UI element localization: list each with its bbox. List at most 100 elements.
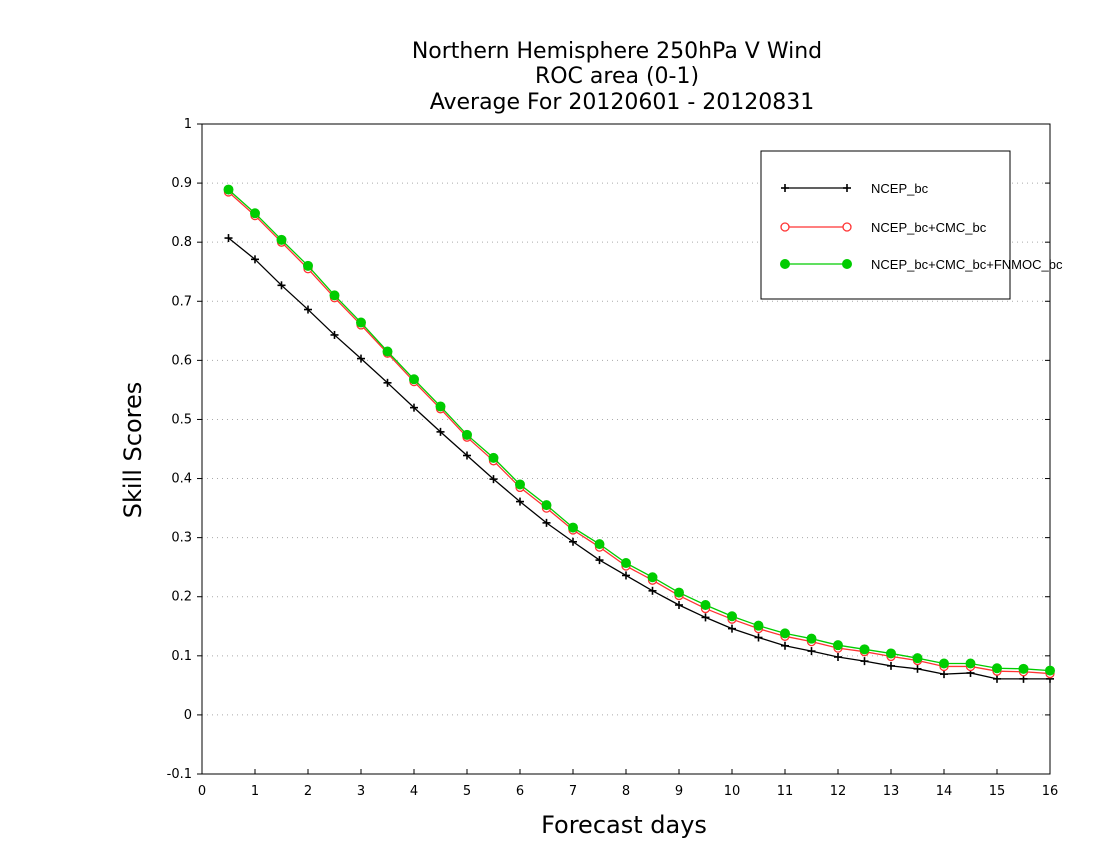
- data-point: [700, 600, 711, 610]
- y-tick-label: 0.4: [171, 472, 192, 487]
- data-point: [489, 475, 498, 484]
- data-point: [754, 633, 763, 642]
- data-point: [329, 290, 340, 301]
- data-point: [542, 518, 551, 527]
- data-point: [939, 658, 949, 669]
- data-point: [410, 403, 418, 412]
- legend-item: NCEP_bc+CMC_bc: [780, 220, 987, 235]
- x-axis-ticks: 0 1 2 3 4 5 6 7 8 9 10 11 12 13 14 15 16: [198, 769, 1058, 799]
- data-point: [463, 451, 471, 460]
- data-point: [647, 572, 658, 583]
- x-tick-label: 0: [198, 784, 206, 799]
- x-tick-label: 4: [410, 784, 418, 799]
- data-point: [568, 522, 578, 533]
- data-point: [1018, 663, 1029, 674]
- y-tick-label: 0.6: [171, 353, 192, 368]
- x-tick-label: 13: [883, 784, 900, 799]
- chart-title-line-1: Northern Hemisphere 250hPa V Wind: [412, 39, 822, 64]
- x-tick-label: 11: [777, 784, 794, 799]
- x-tick-label: 7: [569, 784, 577, 799]
- legend-marker: [843, 184, 851, 192]
- series-line: [228, 237, 1050, 680]
- chart-title: Northern Hemisphere 250hPa V Wind ROC ar…: [412, 39, 822, 115]
- data-point: [913, 664, 922, 673]
- y-tick-label: 0.7: [171, 294, 192, 309]
- legend-item: NCEP_bc+CMC_bc+FNMOC_bc: [780, 257, 1063, 272]
- data-point: [224, 234, 233, 243]
- legend-marker: [780, 259, 790, 269]
- legend-label: NCEP_bc+CMC_bc+FNMOC_bc: [871, 257, 1063, 272]
- x-tick-label: 5: [463, 784, 471, 799]
- data-point: [277, 281, 286, 290]
- data-point: [435, 401, 446, 412]
- x-tick-label: 9: [675, 784, 683, 799]
- y-axis-ticks: -0.1 0 0.1 0.2 0.3 0.4 0.5 0.6 0.7 0.8 0.9 1: [167, 117, 1050, 782]
- data-point: [250, 208, 260, 219]
- data-point: [541, 500, 552, 511]
- data-point: [436, 427, 445, 436]
- data-point: [833, 640, 843, 651]
- y-tick-label: 0.5: [171, 412, 192, 427]
- data-point: [728, 624, 736, 633]
- data-point: [462, 429, 472, 440]
- data-point: [304, 305, 312, 314]
- data-point: [569, 537, 577, 546]
- data-point: [1045, 665, 1055, 676]
- data-point: [622, 571, 630, 580]
- legend-label: NCEP_bc: [871, 181, 929, 196]
- legend-marker: [842, 259, 852, 269]
- x-tick-label: 8: [622, 784, 630, 799]
- legend-item: NCEP_bc: [781, 181, 929, 196]
- data-point: [595, 556, 604, 565]
- x-tick-label: 14: [936, 784, 953, 799]
- data-point: [648, 586, 657, 595]
- x-axis-label: Forecast days: [541, 811, 707, 839]
- data-point: [806, 633, 817, 644]
- data-point: [940, 670, 948, 679]
- y-tick-label: 0: [184, 708, 192, 723]
- legend-label: NCEP_bc+CMC_bc: [871, 220, 987, 235]
- legend-box: [760, 150, 1011, 300]
- legend-marker: [842, 222, 852, 232]
- y-tick-label: 1: [184, 117, 192, 132]
- data-point: [409, 374, 419, 385]
- data-point: [516, 497, 524, 506]
- y-tick-label: -0.1: [167, 767, 192, 782]
- data-point: [859, 644, 870, 655]
- legend-marker: [781, 184, 789, 192]
- x-tick-label: 3: [357, 784, 365, 799]
- y-tick-label: 0.9: [171, 176, 192, 191]
- legend: NCEP_bc NCEP_bc+CMC_bc NCEP_bc+CMC_bc+FNMO…: [760, 150, 1063, 300]
- x-tick-label: 12: [830, 784, 847, 799]
- x-tick-label: 15: [989, 784, 1006, 799]
- data-point: [807, 647, 816, 656]
- data-point: [834, 653, 842, 661]
- legend-marker: [780, 222, 790, 232]
- series-0: [224, 234, 1054, 683]
- data-point: [780, 628, 790, 639]
- data-point: [993, 674, 1001, 683]
- data-point: [965, 658, 976, 669]
- data-point: [223, 184, 234, 195]
- data-point: [701, 613, 710, 622]
- data-point: [276, 234, 287, 245]
- x-tick-label: 1: [251, 784, 259, 799]
- y-tick-label: 0.1: [171, 649, 192, 664]
- data-point: [356, 317, 366, 328]
- data-point: [488, 452, 499, 463]
- data-point: [594, 539, 605, 550]
- data-point: [992, 663, 1002, 674]
- data-point: [781, 641, 789, 650]
- y-tick-label: 0.2: [171, 590, 192, 605]
- chart-title-line-2: ROC area (0-1): [535, 64, 699, 89]
- series-2: [223, 184, 1055, 676]
- data-point: [886, 648, 896, 659]
- x-tick-label: 10: [724, 784, 741, 799]
- data-point: [727, 611, 737, 622]
- data-point: [621, 558, 631, 569]
- data-point: [330, 330, 339, 339]
- data-point: [357, 354, 365, 363]
- data-point: [674, 587, 684, 598]
- data-point: [675, 601, 683, 609]
